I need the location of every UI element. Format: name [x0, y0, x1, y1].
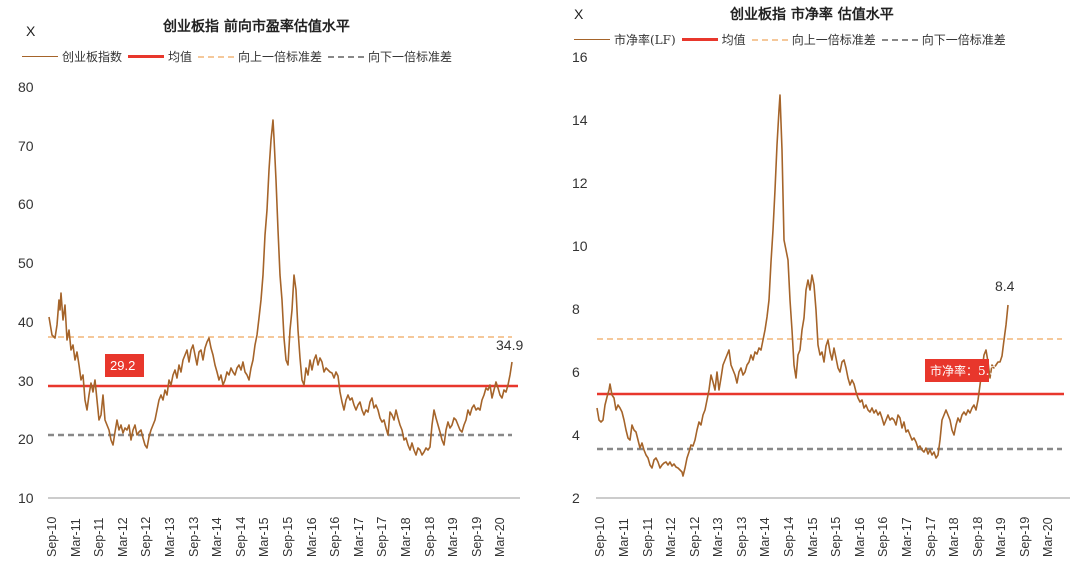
- svg-text:Sep-19: Sep-19: [470, 517, 484, 557]
- svg-text:Sep-15: Sep-15: [281, 517, 295, 557]
- svg-text:Sep-19: Sep-19: [1018, 517, 1032, 557]
- mean-value-badge: [925, 359, 989, 382]
- legend-item-plus-1sd: 向上一倍标准差: [198, 48, 322, 65]
- svg-text:Sep-18: Sep-18: [971, 517, 985, 557]
- svg-text:Mar-19: Mar-19: [446, 517, 460, 557]
- plus-1sd-swatch-icon: [198, 55, 235, 58]
- legend-item-mean: 均值: [681, 31, 746, 48]
- x-axis-labels: Sep-10 Mar-11 Sep-11 Mar-12 Sep-12 Mar-1…: [45, 517, 507, 557]
- svg-text:Mar-11: Mar-11: [617, 518, 631, 557]
- svg-text:Sep-13: Sep-13: [735, 517, 749, 557]
- svg-text:Mar-14: Mar-14: [758, 517, 772, 557]
- svg-text:30: 30: [18, 373, 34, 389]
- svg-text:40: 40: [18, 314, 34, 330]
- pb-chart-panel: X 创业板指 市净率 估值水平 市净率(LF) 均值 向上一倍标准差 向下一倍标…: [540, 0, 1080, 565]
- svg-text:Mar-16: Mar-16: [853, 517, 867, 557]
- y-axis: 16 14 12 10 8 6 4 2: [572, 49, 588, 506]
- svg-text:Sep-17: Sep-17: [375, 517, 389, 557]
- x-axis-labels: Sep-10 Mar-11 Sep-11 Mar-12 Sep-12 Mar-1…: [593, 517, 1055, 557]
- pe-plot-area: 80 70 60 50 40 30 20 10 29.2 34.9 Sep-10…: [18, 79, 523, 557]
- series-line-swatch-icon: [22, 56, 58, 57]
- chart-legend: 市净率(LF) 均值 向上一倍标准差 向下一倍标准差: [574, 31, 1012, 48]
- legend-item-series: 市净率(LF): [574, 31, 676, 48]
- svg-text:10: 10: [18, 490, 34, 506]
- svg-text:Mar-15: Mar-15: [257, 517, 271, 557]
- svg-text:12: 12: [572, 175, 588, 191]
- legend-item-minus-1sd: 向下一倍标准差: [328, 48, 452, 65]
- plus-1sd-swatch-icon: [751, 38, 788, 41]
- legend-item-mean: 均值: [128, 48, 192, 65]
- svg-text:Mar-14: Mar-14: [210, 517, 224, 557]
- legend-item-series: 创业板指数: [22, 48, 122, 65]
- svg-text:Sep-16: Sep-16: [328, 517, 342, 557]
- chart-title: 创业板指 前向市盈率估值水平: [163, 19, 350, 35]
- svg-text:6: 6: [572, 364, 580, 380]
- svg-text:Mar-18: Mar-18: [399, 517, 413, 557]
- svg-text:Sep-11: Sep-11: [92, 518, 106, 557]
- svg-text:Mar-17: Mar-17: [900, 517, 914, 557]
- svg-text:Sep-15: Sep-15: [829, 517, 843, 557]
- svg-text:Sep-18: Sep-18: [423, 517, 437, 557]
- mean-value-badge: [105, 354, 144, 377]
- svg-text:Mar-17: Mar-17: [352, 517, 366, 557]
- svg-text:80: 80: [18, 79, 34, 95]
- svg-text:50: 50: [18, 255, 34, 271]
- pe-chart-panel: X 创业板指 前向市盈率估值水平 创业板指数 均值 向上一倍标准差 向下一倍标准…: [18, 19, 523, 557]
- minus-1sd-swatch-icon: [881, 38, 918, 41]
- svg-text:Sep-10: Sep-10: [593, 517, 607, 557]
- svg-text:Mar-18: Mar-18: [947, 517, 961, 557]
- svg-text:Sep-14: Sep-14: [782, 517, 796, 557]
- svg-text:70: 70: [18, 138, 34, 154]
- svg-text:Sep-12: Sep-12: [139, 517, 153, 557]
- chart-title: 创业板指 市净率 估值水平: [730, 7, 894, 23]
- svg-text:Mar-15: Mar-15: [806, 517, 820, 557]
- pe-series-line: [48, 119, 513, 456]
- svg-text:Sep-12: Sep-12: [688, 517, 702, 557]
- mean-value-badge-text: 市净率：5.3: [930, 363, 997, 378]
- svg-text:2: 2: [572, 490, 580, 506]
- svg-text:Mar-20: Mar-20: [1041, 517, 1055, 557]
- svg-text:Mar-20: Mar-20: [493, 517, 507, 557]
- y-unit-label: X: [574, 6, 584, 22]
- mean-value-badge-text: 29.2: [110, 358, 135, 373]
- svg-text:10: 10: [572, 238, 588, 254]
- svg-text:Sep-10: Sep-10: [45, 517, 59, 557]
- svg-text:Sep-16: Sep-16: [876, 517, 890, 557]
- svg-text:8: 8: [572, 301, 580, 317]
- legend-item-minus-1sd: 向下一倍标准差: [881, 31, 1006, 48]
- y-unit-label: X: [26, 23, 36, 39]
- svg-text:Mar-12: Mar-12: [664, 517, 678, 557]
- pb-plot-area: 16 14 12 10 8 6 4 2 市净率：5.3 8.4 Sep-10 M…: [572, 49, 1070, 557]
- legend-item-plus-1sd: 向上一倍标准差: [751, 31, 876, 48]
- svg-text:Mar-12: Mar-12: [116, 517, 130, 557]
- mean-line-swatch-icon: [681, 38, 718, 41]
- minus-1sd-swatch-icon: [328, 55, 365, 58]
- svg-text:4: 4: [572, 427, 580, 443]
- svg-text:Mar-16: Mar-16: [305, 517, 319, 557]
- svg-text:Mar-13: Mar-13: [711, 517, 725, 557]
- svg-text:Mar-11: Mar-11: [69, 518, 83, 557]
- svg-text:20: 20: [18, 431, 34, 447]
- last-value-label: 34.9: [496, 337, 523, 353]
- svg-text:Sep-13: Sep-13: [187, 517, 201, 557]
- last-value-label: 8.4: [995, 278, 1015, 294]
- svg-text:Sep-11: Sep-11: [641, 518, 655, 557]
- chart-legend: 创业板指数 均值 向上一倍标准差 向下一倍标准差: [22, 48, 458, 65]
- svg-text:14: 14: [572, 112, 588, 128]
- svg-text:60: 60: [18, 196, 34, 212]
- series-line-swatch-icon: [574, 39, 610, 40]
- svg-text:Mar-19: Mar-19: [994, 517, 1008, 557]
- svg-text:Sep-17: Sep-17: [924, 517, 938, 557]
- svg-text:Mar-13: Mar-13: [163, 517, 177, 557]
- y-axis: 80 70 60 50 40 30 20 10: [18, 79, 34, 506]
- svg-text:16: 16: [572, 49, 588, 65]
- mean-line-swatch-icon: [128, 55, 165, 58]
- pb-series-line: [596, 94, 1009, 477]
- svg-text:Sep-14: Sep-14: [234, 517, 248, 557]
